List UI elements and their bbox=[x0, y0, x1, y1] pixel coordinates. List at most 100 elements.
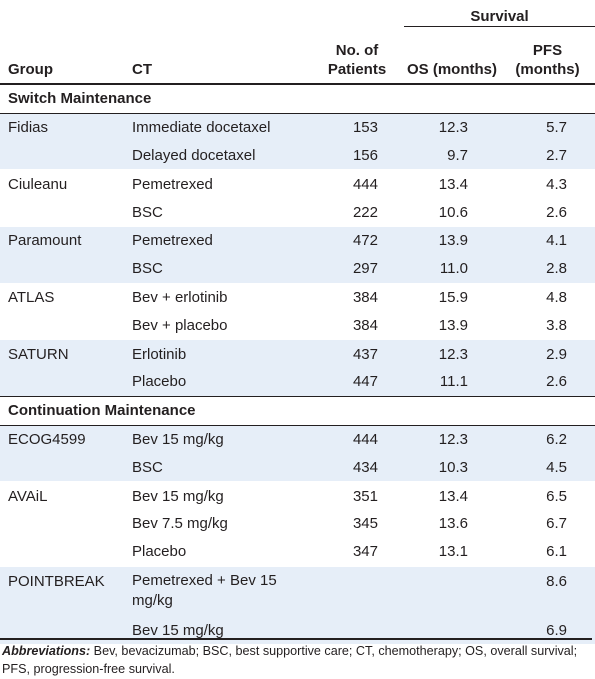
section-row: Switch Maintenance bbox=[0, 83, 595, 114]
os-cell: 13.6 bbox=[438, 515, 468, 533]
table-row: Placebo 447 11.1 2.6 bbox=[0, 367, 595, 397]
table-row: AVAiL Bev 15 mg/kg 351 13.4 6.5 bbox=[0, 481, 595, 510]
ct-cell: Immediate docetaxel bbox=[124, 113, 310, 142]
table-row: POINTBREAK Pemetrexed + Bev 15 mg/kg 8.6 bbox=[0, 565, 595, 617]
os-cell: 10.3 bbox=[404, 453, 500, 482]
patients-cell: 444 bbox=[310, 425, 404, 454]
table-row: Bev 7.5 mg/kg 345 13.6 6.7 bbox=[0, 510, 595, 538]
ct-cell: Erlotinib bbox=[124, 339, 310, 368]
os-cell: 15.9 bbox=[404, 282, 500, 312]
pfs-cell: 3.8 bbox=[546, 316, 567, 334]
footnote-text: Bev, bevacizumab; BSC, best supportive c… bbox=[2, 644, 578, 676]
patients-cell: 351 bbox=[310, 481, 404, 510]
table-row: Paramount Pemetrexed 472 13.9 4.1 bbox=[0, 225, 595, 255]
pfs-cell: 2.6 bbox=[546, 203, 567, 221]
pfs-cell: 8.6 bbox=[500, 565, 595, 617]
patients-cell: 384 bbox=[352, 316, 378, 334]
group-cell bbox=[0, 510, 124, 538]
ct-cell: Placebo bbox=[124, 367, 310, 397]
group-cell: ATLAS bbox=[0, 282, 124, 312]
ct-header: CT bbox=[132, 61, 152, 78]
group-cell bbox=[0, 141, 124, 170]
ct-cell: BSC bbox=[124, 453, 310, 482]
group-cell: POINTBREAK bbox=[0, 565, 124, 617]
table-row: Fidias Immediate docetaxel 153 12.3 5.7 bbox=[0, 113, 595, 142]
section-row: Continuation Maintenance bbox=[0, 395, 595, 426]
pfs-cell: 6.5 bbox=[500, 481, 595, 510]
pfs-cell: 4.1 bbox=[500, 225, 595, 255]
patients-cell: 345 bbox=[352, 515, 378, 533]
pfs-cell: 5.7 bbox=[500, 113, 595, 142]
group-header: Group bbox=[8, 61, 53, 78]
group-cell bbox=[0, 367, 124, 397]
footnote-label: Abbreviations: bbox=[2, 644, 91, 658]
pfs-cell: 2.6 bbox=[500, 367, 595, 397]
patients-cell: 384 bbox=[310, 282, 404, 312]
patients-cell: 222 bbox=[352, 203, 378, 221]
group-cell: Ciuleanu bbox=[0, 169, 124, 199]
group-cell: Fidias bbox=[0, 113, 124, 142]
os-cell: 11.0 bbox=[404, 254, 500, 284]
section-title: Switch Maintenance bbox=[0, 83, 595, 114]
group-cell: SATURN bbox=[0, 339, 124, 368]
table-row: Delayed docetaxel 156 9.7 2.7 bbox=[0, 141, 595, 170]
ct-cell: Bev + placebo bbox=[132, 316, 228, 334]
os-cell: 12.3 bbox=[404, 339, 500, 368]
os-cell: 12.3 bbox=[404, 113, 500, 142]
patients-cell: 297 bbox=[310, 254, 404, 284]
ct-cell: Delayed docetaxel bbox=[124, 141, 310, 170]
patients-cell: 434 bbox=[310, 453, 404, 482]
group-cell bbox=[0, 254, 124, 284]
ct-cell: Pemetrexed + Bev 15 mg/kg bbox=[124, 565, 310, 617]
group-cell: ECOG4599 bbox=[0, 425, 124, 454]
pfs-cell: 6.1 bbox=[546, 543, 567, 561]
section-title: Continuation Maintenance bbox=[0, 395, 595, 426]
group-cell bbox=[0, 311, 124, 339]
os-cell: 9.7 bbox=[404, 141, 500, 170]
ct-cell: BSC bbox=[124, 254, 310, 284]
ct-cell: BSC bbox=[132, 203, 163, 221]
group-cell: AVAiL bbox=[0, 481, 124, 510]
patients-cell bbox=[310, 565, 404, 617]
patients-cell: 472 bbox=[310, 225, 404, 255]
survival-table: Survival Group CT No. of Patients OS (mo… bbox=[0, 0, 595, 645]
pfs-header: PFS (months) bbox=[515, 42, 580, 78]
pfs-cell: 4.3 bbox=[500, 169, 595, 199]
os-cell: 12.3 bbox=[404, 425, 500, 454]
table-body: Switch Maintenance Fidias Immediate doceta… bbox=[0, 83, 595, 645]
pfs-cell: 4.5 bbox=[500, 453, 595, 482]
footnote: Abbreviations: Bev, bevacizumab; BSC, be… bbox=[0, 638, 592, 678]
pfs-cell: 2.9 bbox=[500, 339, 595, 368]
table-row: ECOG4599 Bev 15 mg/kg 444 12.3 6.2 bbox=[0, 425, 595, 454]
patients-cell: 444 bbox=[310, 169, 404, 199]
table-row: Bev + placebo 384 13.9 3.8 bbox=[0, 311, 595, 339]
os-cell: 13.9 bbox=[404, 225, 500, 255]
table-row: Placebo 347 13.1 6.1 bbox=[0, 538, 595, 566]
ct-cell: Bev + erlotinib bbox=[124, 282, 310, 312]
patients-cell: 447 bbox=[310, 367, 404, 397]
pfs-cell: 4.8 bbox=[500, 282, 595, 312]
patients-cell: 156 bbox=[310, 141, 404, 170]
table-row: BSC 297 11.0 2.8 bbox=[0, 254, 595, 284]
ct-cell: Bev 7.5 mg/kg bbox=[132, 515, 228, 533]
ct-cell: Placebo bbox=[132, 543, 187, 561]
os-cell: 13.9 bbox=[438, 316, 468, 334]
os-cell bbox=[404, 565, 500, 617]
patients-cell: 153 bbox=[310, 113, 404, 142]
os-cell: 13.1 bbox=[438, 543, 468, 561]
pfs-cell: 6.2 bbox=[500, 425, 595, 454]
table-row: SATURN Erlotinib 437 12.3 2.9 bbox=[0, 339, 595, 368]
os-cell: 13.4 bbox=[404, 481, 500, 510]
group-cell: Paramount bbox=[0, 225, 124, 255]
os-cell: 13.4 bbox=[404, 169, 500, 199]
ct-cell: Pemetrexed bbox=[124, 169, 310, 199]
pfs-cell: 2.8 bbox=[500, 254, 595, 284]
os-cell: 11.1 bbox=[404, 367, 500, 397]
survival-header: Survival bbox=[404, 0, 595, 27]
patients-cell: 347 bbox=[352, 543, 378, 561]
group-cell bbox=[0, 453, 124, 482]
pfs-cell: 6.7 bbox=[546, 515, 567, 533]
group-cell bbox=[0, 538, 124, 566]
ct-cell: Bev 15 mg/kg bbox=[124, 425, 310, 454]
table-row: BSC 434 10.3 4.5 bbox=[0, 453, 595, 482]
